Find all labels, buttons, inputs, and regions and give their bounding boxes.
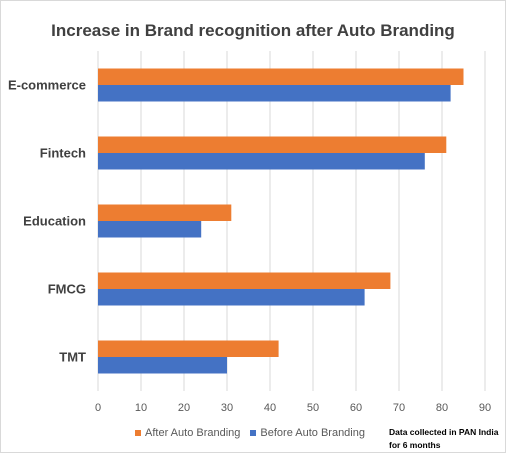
x-tick-label-30: 30 [221,402,233,414]
category-label-education: Education [23,214,86,229]
chart-legend: After Auto Branding Before Auto Branding [135,427,375,439]
category-label-tmt: TMT [59,350,86,365]
bar-before-tmt [98,357,227,374]
bar-after-fmcg [98,272,391,289]
x-tick-label-10: 10 [135,402,147,414]
legend-item-before: Before Auto Branding [250,427,365,439]
bar-before-education [98,221,202,238]
x-tick-label-50: 50 [307,402,319,414]
legend-label-after: After Auto Branding [145,427,241,439]
chart-title: Increase in Brand recognition after Auto… [51,21,455,40]
legend-item-after: After Auto Branding [135,427,240,439]
bar-before-fmcg [98,289,365,306]
bar-before-fintech [98,153,425,170]
bar-after-fintech [98,136,447,153]
legend-swatch-after [135,430,141,436]
bar-after-tmt [98,340,279,357]
x-tick-label-80: 80 [436,402,448,414]
category-label-e-commerce: E-commerce [8,78,86,93]
legend-label-before: Before Auto Branding [260,427,365,439]
bar-after-e-commerce [98,68,464,85]
bar-after-education [98,204,232,221]
category-label-fmcg: FMCG [48,282,86,297]
x-tick-label-40: 40 [264,402,276,414]
x-tick-label-90: 90 [479,402,491,414]
x-tick-label-20: 20 [178,402,190,414]
bar-before-e-commerce [98,85,451,102]
legend-swatch-before [250,430,257,436]
data-source-note: Data collected in PAN India for 6 months [389,427,499,450]
x-tick-label-0: 0 [95,402,101,414]
x-tick-label-60: 60 [350,402,362,414]
category-label-fintech: Fintech [40,146,86,161]
x-tick-label-70: 70 [393,402,405,414]
